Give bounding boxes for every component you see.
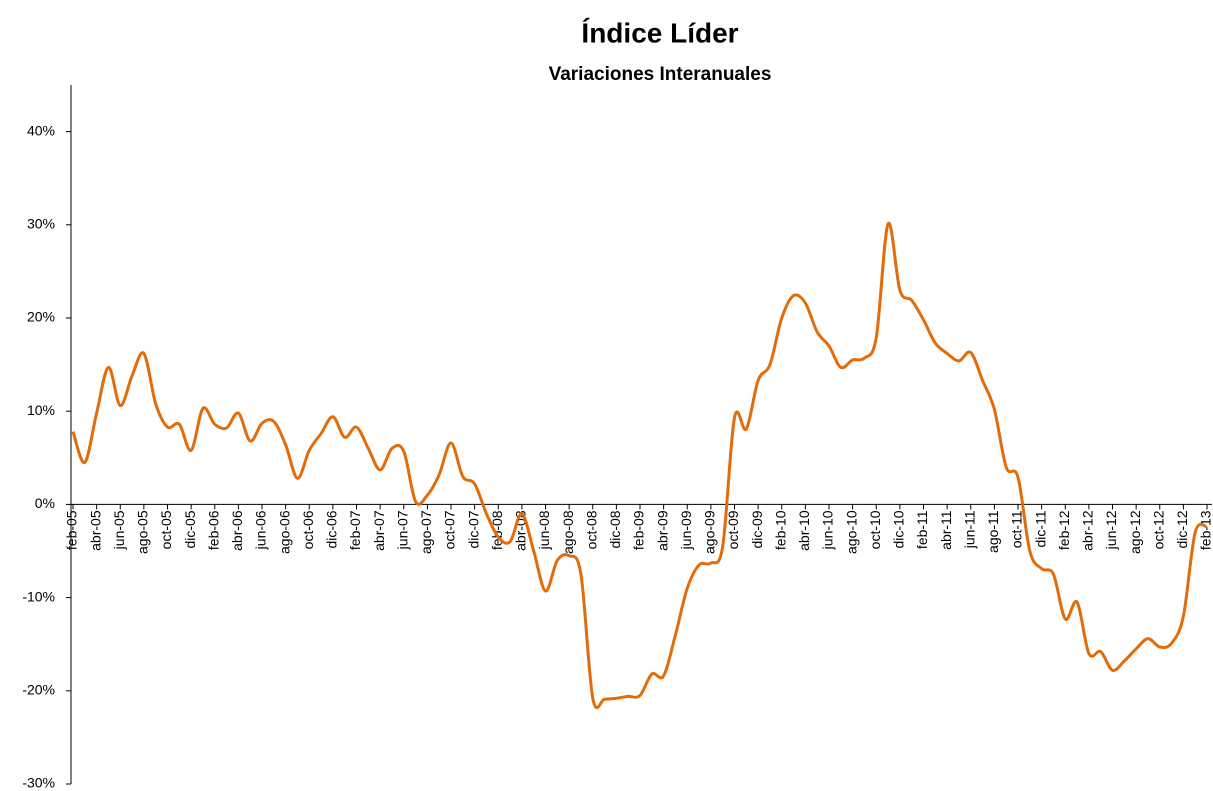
x-tick-label: dic-06 bbox=[324, 510, 340, 548]
x-tick-label: dic-05 bbox=[182, 510, 198, 548]
x-tick-label: feb-06 bbox=[205, 510, 221, 550]
x-tick-label: jun-06 bbox=[253, 510, 269, 550]
x-tick-label: feb-12 bbox=[1056, 510, 1072, 550]
x-tick-label: jun-11 bbox=[961, 510, 977, 549]
y-tick-label: 10% bbox=[27, 402, 55, 418]
x-tick-label: oct-07 bbox=[442, 510, 458, 549]
x-tick-label: ago-06 bbox=[276, 510, 292, 554]
y-tick-label: 0% bbox=[35, 495, 55, 511]
y-tick-label: -20% bbox=[22, 682, 55, 698]
x-tick-label: feb-10 bbox=[772, 510, 788, 550]
series-line bbox=[71, 221, 1208, 710]
x-tick-label: dic-12 bbox=[1174, 510, 1190, 548]
x-tick-label: dic-08 bbox=[607, 510, 623, 548]
x-tick-label: abr-09 bbox=[654, 510, 670, 551]
x-tick-label: jun-05 bbox=[111, 510, 127, 550]
chart-title: Índice Líder bbox=[581, 17, 738, 48]
x-tick-label: feb-08 bbox=[489, 510, 505, 550]
y-tick-label: -30% bbox=[22, 775, 55, 791]
y-tick-label: -10% bbox=[22, 588, 55, 604]
x-tick-label: dic-07 bbox=[465, 510, 481, 548]
x-tick-label: feb-07 bbox=[347, 510, 363, 550]
x-tick-label: jun-07 bbox=[394, 510, 410, 550]
x-tick-label: oct-09 bbox=[725, 510, 741, 549]
x-tick-label: feb-05 bbox=[64, 510, 80, 550]
x-tick-label: ago-08 bbox=[560, 510, 576, 554]
x-tick-label: oct-08 bbox=[583, 510, 599, 549]
x-tick-label: feb-13 bbox=[1198, 510, 1213, 550]
x-tick-label: ago-10 bbox=[843, 510, 859, 554]
y-tick-label: 40% bbox=[27, 122, 55, 138]
chart-subtitle: Variaciones Interanuales bbox=[549, 64, 772, 85]
x-tick-label: jun-08 bbox=[536, 510, 552, 550]
x-tick-label: ago-05 bbox=[135, 510, 151, 554]
x-tick-label: jun-12 bbox=[1103, 510, 1119, 550]
x-tick-label: dic-10 bbox=[891, 510, 907, 548]
x-tick-label: abr-12 bbox=[1080, 510, 1096, 551]
x-tick-label: oct-11 bbox=[1009, 510, 1025, 548]
x-tick-label: dic-09 bbox=[749, 510, 765, 548]
x-tick-label: oct-12 bbox=[1150, 510, 1166, 549]
y-tick-label: 30% bbox=[27, 216, 55, 232]
x-tick-label: ago-12 bbox=[1127, 510, 1143, 554]
x-tick-label: jun-10 bbox=[820, 510, 836, 550]
x-tick-label: oct-05 bbox=[158, 510, 174, 549]
x-tick-label: feb-11 bbox=[914, 510, 930, 549]
x-tick-label: dic-11 bbox=[1032, 510, 1048, 547]
x-tick-label: ago-11 bbox=[985, 510, 1001, 553]
x-tick-label: abr-05 bbox=[87, 510, 103, 551]
x-tick-label: ago-07 bbox=[418, 510, 434, 554]
x-tick-label: oct-10 bbox=[867, 510, 883, 549]
x-tick-label: oct-06 bbox=[300, 510, 316, 549]
x-tick-label: ago-09 bbox=[702, 510, 718, 554]
x-tick-label: feb-09 bbox=[631, 510, 647, 550]
x-tick-label: abr-11 bbox=[938, 510, 954, 550]
x-tick-label: abr-06 bbox=[229, 510, 245, 551]
x-tick-label: abr-10 bbox=[796, 510, 812, 551]
y-tick-label: 20% bbox=[27, 309, 55, 325]
x-tick-label: abr-07 bbox=[371, 510, 387, 551]
x-tick-label: jun-09 bbox=[678, 510, 694, 550]
